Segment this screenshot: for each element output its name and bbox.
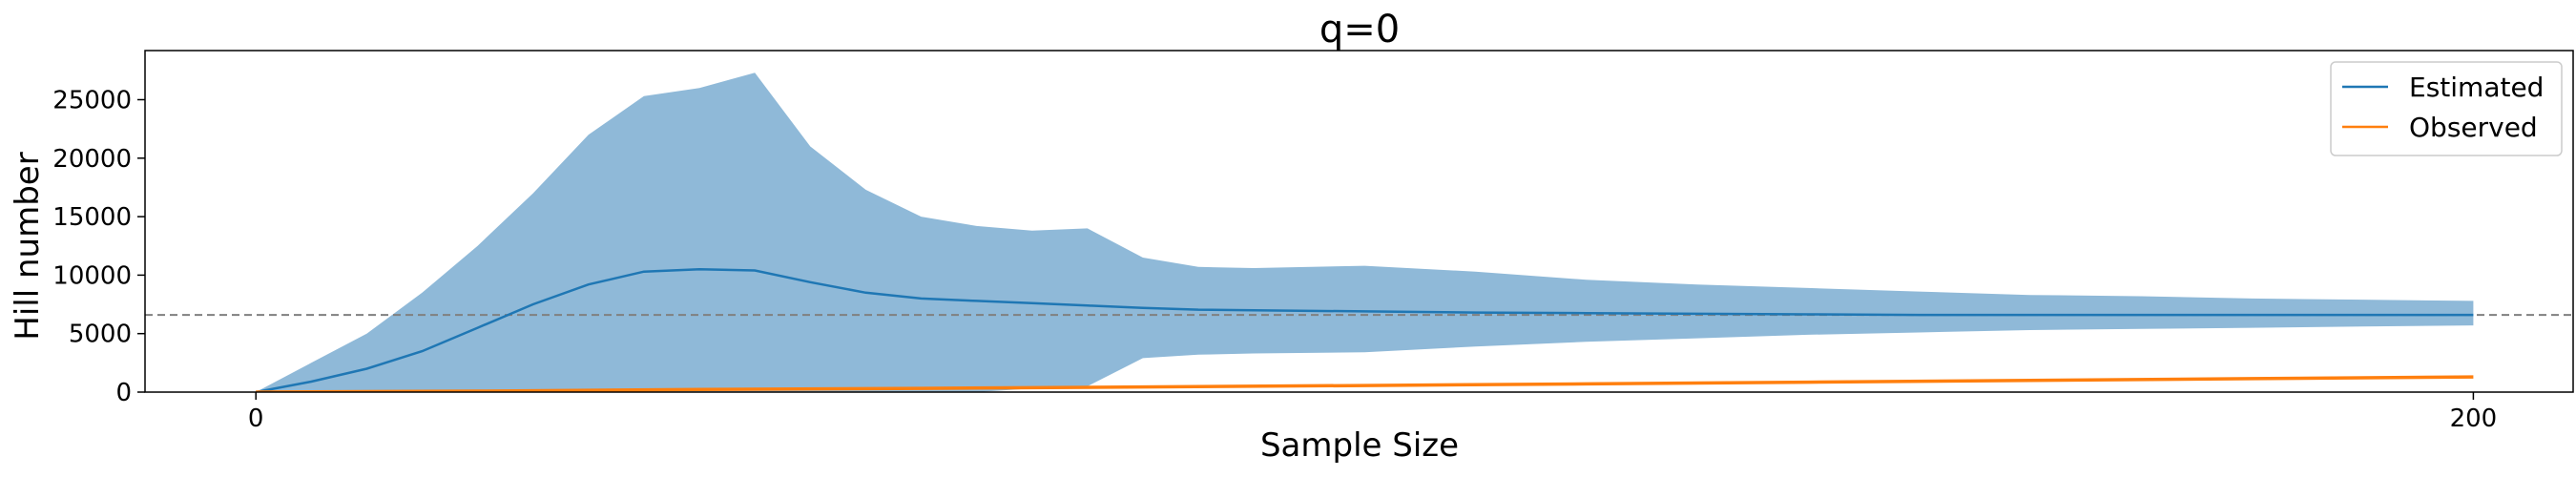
observed-line	[256, 375, 2474, 392]
x-tick-label: 0	[248, 404, 264, 433]
y-tick-label: 25000	[52, 86, 132, 114]
axes: 0 200 0 5000 10000 15000 20000 25000	[52, 50, 2574, 433]
estimated-confidence-band	[256, 73, 2474, 392]
legend-label-estimated: Estimated	[2409, 72, 2544, 103]
legend-box	[2330, 61, 2563, 156]
y-tick-label: 10000	[52, 261, 132, 290]
y-axis-label: Hill number	[9, 152, 47, 340]
chart-title: q=0	[1319, 8, 1400, 52]
x-tick-label: 200	[2450, 404, 2498, 433]
y-tick-label: 20000	[52, 145, 132, 174]
plot-frame	[144, 50, 2574, 393]
estimated-line	[255, 268, 2474, 392]
y-tick-label: 5000	[69, 321, 132, 349]
legend-label-observed: Observed	[2409, 112, 2538, 143]
y-tick-label: 15000	[52, 203, 132, 232]
x-axis-label: Sample Size	[1260, 426, 1459, 465]
y-tick-label: 0	[115, 379, 132, 407]
plot-area	[145, 73, 2573, 392]
legend: Estimated Observed	[2330, 61, 2563, 156]
plot-clip-group	[145, 73, 2573, 392]
